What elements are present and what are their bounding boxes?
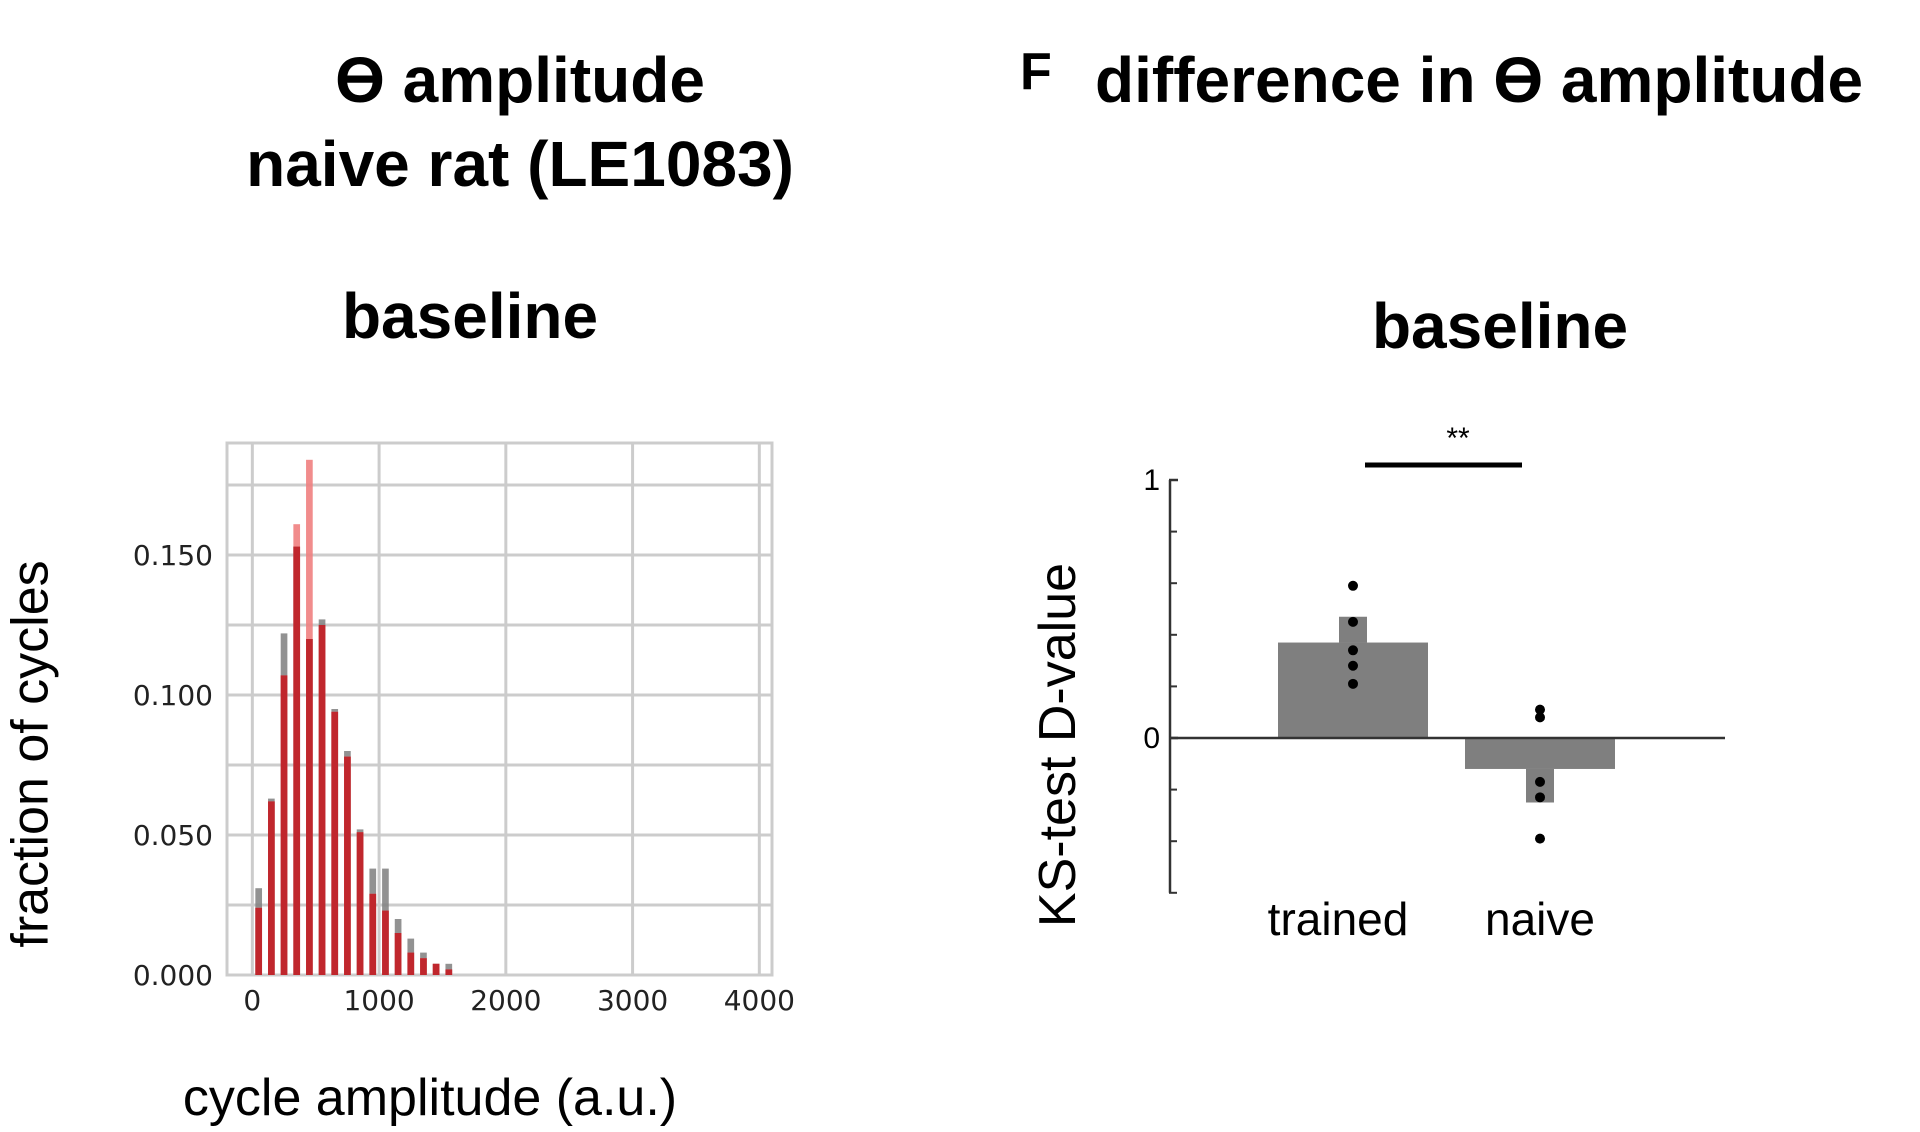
- hist-bar-overlap-8: [356, 832, 364, 975]
- hist-xtick-label-4: 4000: [724, 984, 795, 1017]
- histogram-chart: 0 1000 2000 3000 4000 0.000 0.050 0.100 0.150: [133, 441, 795, 1017]
- hist-ytick-label-1: 0.050: [133, 819, 213, 852]
- dvalue-bar-chart: 0 1 trained naive **: [1143, 422, 1725, 945]
- ks-point-naive-3: [1535, 792, 1545, 803]
- hist-bar-overlap-12: [407, 952, 415, 975]
- ks-bar-trained: [1278, 642, 1428, 738]
- ks-point-naive-4: [1535, 833, 1545, 844]
- panel-f-letter: F: [1020, 43, 1052, 101]
- ks-point-trained-0: [1348, 580, 1358, 591]
- hist-bar-overlap-15: [445, 969, 453, 975]
- panel-f-subtitle: baseline: [1371, 290, 1629, 362]
- hist-xtick-label-1: 1000: [343, 984, 414, 1017]
- hist-bar-overlap-3: [293, 546, 301, 975]
- hist-bar-overlap-7: [344, 756, 351, 975]
- ks-point-trained-4: [1348, 678, 1358, 689]
- ks-point-trained-3: [1348, 660, 1358, 671]
- hist-bar-overlap-10: [382, 910, 389, 975]
- ks-category-label-naive: naive: [1485, 893, 1595, 945]
- ks-bar-naive: [1465, 738, 1615, 769]
- ks-point-trained-1: [1348, 616, 1358, 627]
- hist-bar-overlap-14: [432, 963, 440, 975]
- hist-bar-overlap-0: [255, 907, 263, 975]
- hist-ytick-label-2: 0.100: [133, 679, 213, 712]
- panel-f-title: difference in ϴ amplitude: [1095, 44, 1864, 116]
- ks-significance-label: **: [1446, 422, 1470, 455]
- hist-bar-overlap-4: [306, 639, 313, 975]
- ks-point-naive-1: [1535, 712, 1545, 723]
- ks-point-trained-2: [1348, 645, 1358, 656]
- ks-point-naive-0: [1535, 704, 1545, 715]
- panel-e-title-line1: ϴ amplitude: [335, 44, 705, 116]
- panel-e-title-line2: naive rat (LE1083): [246, 128, 794, 200]
- hist-bar-overlap-1: [268, 801, 275, 975]
- hist-ytick-label-3: 0.150: [133, 539, 213, 572]
- hist-bar-overlap-11: [394, 933, 402, 975]
- hist-xtick-label-3: 3000: [597, 984, 668, 1017]
- hist-ytick-label-0: 0.000: [133, 959, 213, 992]
- ks-ytick-label-1: 1: [1143, 464, 1160, 497]
- hist-frame: [225, 441, 774, 977]
- hist-xtick-label-0: 0: [243, 984, 261, 1017]
- ks-point-naive-2: [1535, 776, 1545, 787]
- hist-bar-overlap-2: [280, 675, 288, 975]
- hist-bar-overlap-5: [318, 625, 326, 975]
- hist-bar-overlap-6: [331, 711, 339, 975]
- hist-bar-overlap-13: [420, 958, 427, 975]
- hist-bar-overlap-9: [369, 893, 377, 975]
- histogram-xlabel: cycle amplitude (a.u.): [182, 1069, 678, 1127]
- hist-xtick-label-2: 2000: [470, 984, 541, 1017]
- ks-category-label-trained: trained: [1268, 893, 1409, 945]
- panel-e-subtitle: baseline: [341, 280, 599, 352]
- ks-ytick-label-0: 0: [1143, 722, 1160, 755]
